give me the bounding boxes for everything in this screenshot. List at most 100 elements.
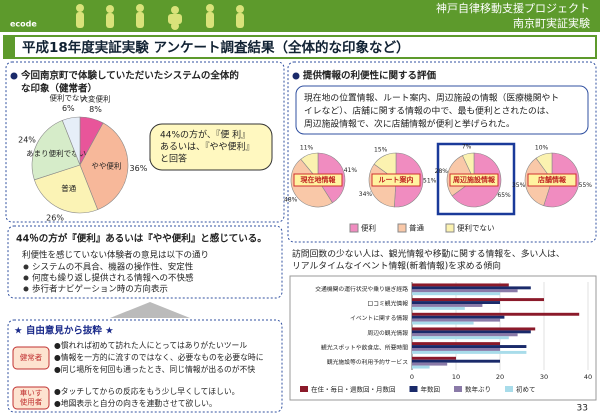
bar: [412, 348, 500, 351]
paragraph: 訪問回数の少ない人は、観光情報や移動に関する情報を、多い人は、: [292, 248, 565, 260]
right-panel: [287, 61, 597, 243]
paragraph: 現在地の位置情報、ルート案内、周辺施設の情報（医療機関やト: [304, 92, 559, 104]
legend-label: 初めて: [516, 385, 536, 394]
value-label: 34%: [359, 191, 373, 198]
paragraph: リアルタイムなイベント情報(新着情報)を求める傾向: [292, 260, 501, 272]
value-label: 65%: [497, 192, 511, 199]
callout: [149, 123, 273, 171]
bar: [412, 359, 500, 363]
bar: [412, 283, 509, 287]
heading: な印象（健常者）: [21, 83, 97, 95]
opinion: ●地図表示と自分の向きを連動させて欲しい。: [54, 398, 217, 408]
slice-label: 普通: [61, 183, 76, 193]
bullet: [23, 264, 29, 270]
value-label: 26%: [46, 213, 64, 222]
opinion: ●同じ場所を何回も通ったとき、同じ情報が出るのが不快: [54, 364, 255, 374]
callout-text: 44%の方が、『便 利』: [160, 129, 250, 141]
silhouettes: [76, 4, 244, 30]
bar: [412, 306, 465, 310]
summary-box: [7, 225, 283, 299]
x-tick-label: 40: [584, 373, 592, 381]
value-label: 28%: [435, 168, 449, 175]
bar: [412, 286, 531, 290]
heading: 今回南京町で体験していただいたシステムの全体的: [20, 70, 239, 82]
pie-slice: [462, 152, 475, 181]
value-label: 41%: [344, 167, 358, 174]
bar: [412, 345, 527, 348]
group-label-box: [12, 346, 50, 370]
bullet: [23, 275, 29, 281]
page-number: 33: [577, 404, 588, 414]
pie-name-box: [293, 173, 343, 187]
x-tick-label: 10: [452, 373, 460, 381]
legend-swatch: [300, 386, 308, 392]
bar: [412, 312, 580, 316]
value-label: 6%: [62, 104, 75, 113]
legend-label: 在住・毎日・週数回・月数回: [311, 385, 396, 394]
title-box: [3, 35, 597, 59]
pie-name-box: [527, 173, 577, 187]
legend-label: 便利: [361, 223, 376, 233]
bar: [412, 321, 474, 325]
pie-name: 周辺施設情報: [453, 175, 496, 184]
heading: 提供情報の利便性に関する評価: [303, 70, 437, 82]
legend-label: 年数回: [421, 385, 441, 394]
legend-swatch: [409, 386, 418, 392]
pie-name: 店舗情報: [538, 175, 567, 184]
bar: [412, 327, 536, 331]
bar: [412, 350, 527, 354]
value-label: 55%: [579, 182, 593, 189]
callout-text: あるいは、『やや便利』: [160, 141, 255, 153]
bar: [412, 289, 518, 293]
group-label: 車いす: [20, 388, 43, 398]
summary-bullet: システムの不具合、機器の操作性、安定性: [32, 262, 194, 273]
opinion: ●タッチしてからの反応をもう少し早くしてほしい。: [54, 386, 239, 396]
legend-swatch: [445, 223, 455, 233]
bar: [412, 292, 500, 296]
paragraph: 周辺施設情報で、次に店舗情報が便利と挙げられた。: [304, 118, 515, 130]
pie-name-box: [449, 173, 499, 187]
pie-name: 現在地情報: [301, 175, 337, 184]
bar: [412, 342, 500, 346]
project-name: 神戸自律移動支援プロジェクト: [436, 1, 590, 15]
left-panel: [5, 61, 285, 223]
y-tick-label: 観光スポットや飲食店、所要時間: [321, 344, 408, 352]
value-label: 11%: [300, 145, 314, 152]
slice-label: やや便利: [91, 161, 121, 171]
value-label: 35%: [512, 182, 526, 189]
paragraph: イレなど）、店舗に関する情報の中で、最も便利とされたのは、: [304, 105, 554, 117]
value-label: 8%: [89, 105, 102, 114]
bar: [412, 356, 456, 360]
bullet: [23, 286, 29, 292]
group-label: 使用者: [20, 397, 43, 407]
legend-swatch: [349, 223, 359, 233]
opinion-heading: ★ 自由意見から抜粋 ★: [14, 325, 114, 337]
bullet: [10, 72, 18, 80]
summary-bullet: 何度も繰り返し提供される情報への不快感: [32, 273, 194, 284]
value-label: 48%: [284, 196, 298, 203]
pie-slice: [373, 152, 397, 181]
legend-swatch: [397, 223, 407, 233]
pie-name: ルート案内: [379, 175, 414, 184]
pie-slice: [535, 152, 553, 181]
x-tick-label: 30: [540, 373, 548, 381]
summary-bullet: 歩行者ナビゲーション時の方向表示: [32, 284, 168, 295]
bar: [412, 298, 544, 302]
callout-text: と回答: [160, 153, 187, 165]
y-tick-label: 口コミ観光情報: [367, 300, 408, 308]
bar: [412, 365, 430, 369]
opinion: ●慣れれば初めて訪れた人にとってはありがたいツール: [54, 340, 247, 350]
bar: [412, 318, 500, 322]
bar: [412, 330, 531, 334]
summary-headline: 44％の方が『便利』あるいは『やや便利』と感じている。: [16, 233, 267, 245]
slice-label: 便利でない: [50, 93, 88, 103]
y-tick-label: 周辺の観光情報: [367, 329, 408, 337]
value-label: 51%: [423, 178, 437, 185]
legend-swatch: [505, 386, 513, 392]
bar: [412, 304, 483, 307]
pie-name-box: [371, 173, 421, 187]
y-tick-label: 交通機関の運行状況や乗り継ぎ経路: [315, 285, 408, 293]
header-bar: [0, 0, 600, 32]
group-label: 健常者: [20, 352, 43, 362]
